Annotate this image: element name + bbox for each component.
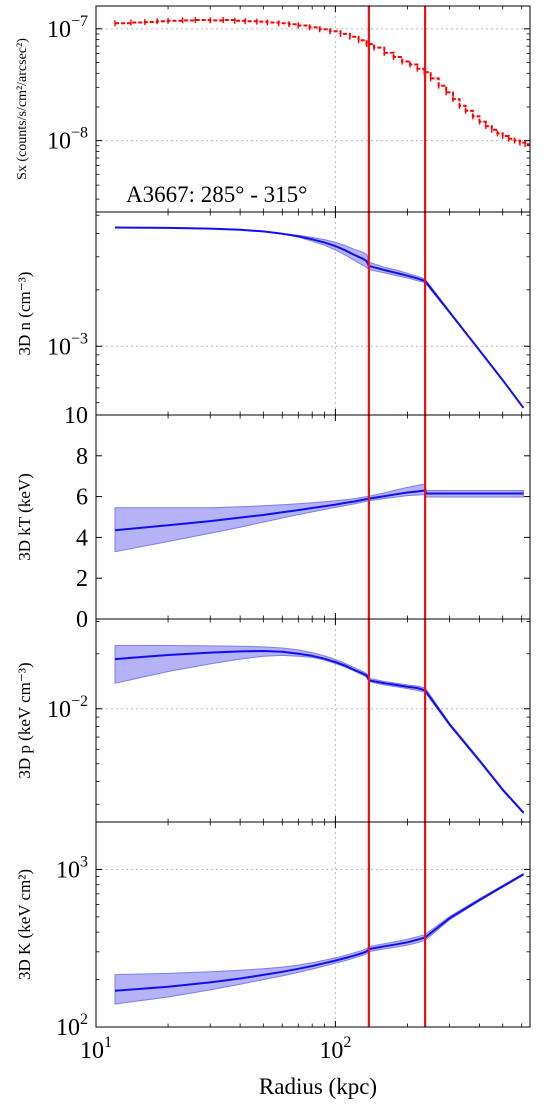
p-model-line — [114, 649, 525, 814]
x-tick-label: 101 — [80, 1034, 112, 1064]
y-tick-label: 10−8 — [47, 125, 88, 155]
axis-labels: Sx (counts/s/cm²/arcsec²) 3D n (cm⁻³) 3D k… — [15, 38, 34, 980]
y-tick-label: 2 — [76, 566, 88, 592]
x-axis-label: Radius (kpc) — [259, 1074, 377, 1099]
y-tick-label: 4 — [76, 525, 88, 551]
n-confidence-band — [114, 227, 524, 409]
panel-p-data — [114, 645, 525, 815]
y-tick-label: 10−2 — [47, 693, 88, 723]
y-tick-label: 10 — [64, 403, 88, 429]
plot-data — [114, 16, 530, 1005]
y-axis-label-kt: 3D kT (keV) — [15, 473, 34, 561]
y-tick-label: 6 — [76, 485, 88, 511]
k-confidence-band — [114, 872, 524, 1005]
kt-model-line — [114, 489, 524, 532]
y-axis-label-p: 3D p (keV cm⁻³) — [15, 662, 34, 778]
panel-kt-data — [114, 483, 524, 553]
y-tick-label: 0 — [76, 607, 88, 633]
panel-k-data — [114, 872, 524, 1005]
panel-sx-data — [114, 16, 530, 148]
sx-profile-line — [115, 19, 530, 146]
panel-frames — [95, 5, 531, 1028]
y-axis-label-sx: Sx (counts/s/cm²/arcsec²) — [15, 38, 30, 180]
y-tick-label: 103 — [56, 853, 88, 883]
panel-n-data — [114, 226, 525, 409]
y-axis-label-k: 3D K (keV cm²) — [15, 869, 34, 980]
gridlines — [96, 6, 530, 1027]
n-model-line — [114, 226, 525, 409]
y-tick-label: 8 — [76, 444, 88, 470]
jump-markers — [367, 6, 427, 1027]
y-tick-label: 10−3 — [47, 330, 88, 360]
p-confidence-band — [114, 645, 524, 815]
panel-frame — [95, 211, 531, 416]
y-tick-label: 10−7 — [47, 13, 88, 43]
x-tick-label: 102 — [319, 1034, 351, 1064]
panel-frame — [95, 821, 531, 1028]
k-model-line — [114, 873, 524, 992]
region-annotation: A3667: 285° - 315° — [126, 182, 307, 207]
y-axis-label-n: 3D n (cm⁻³) — [15, 272, 34, 356]
y-tick-label: 102 — [56, 1011, 88, 1041]
kt-confidence-band — [114, 483, 524, 553]
